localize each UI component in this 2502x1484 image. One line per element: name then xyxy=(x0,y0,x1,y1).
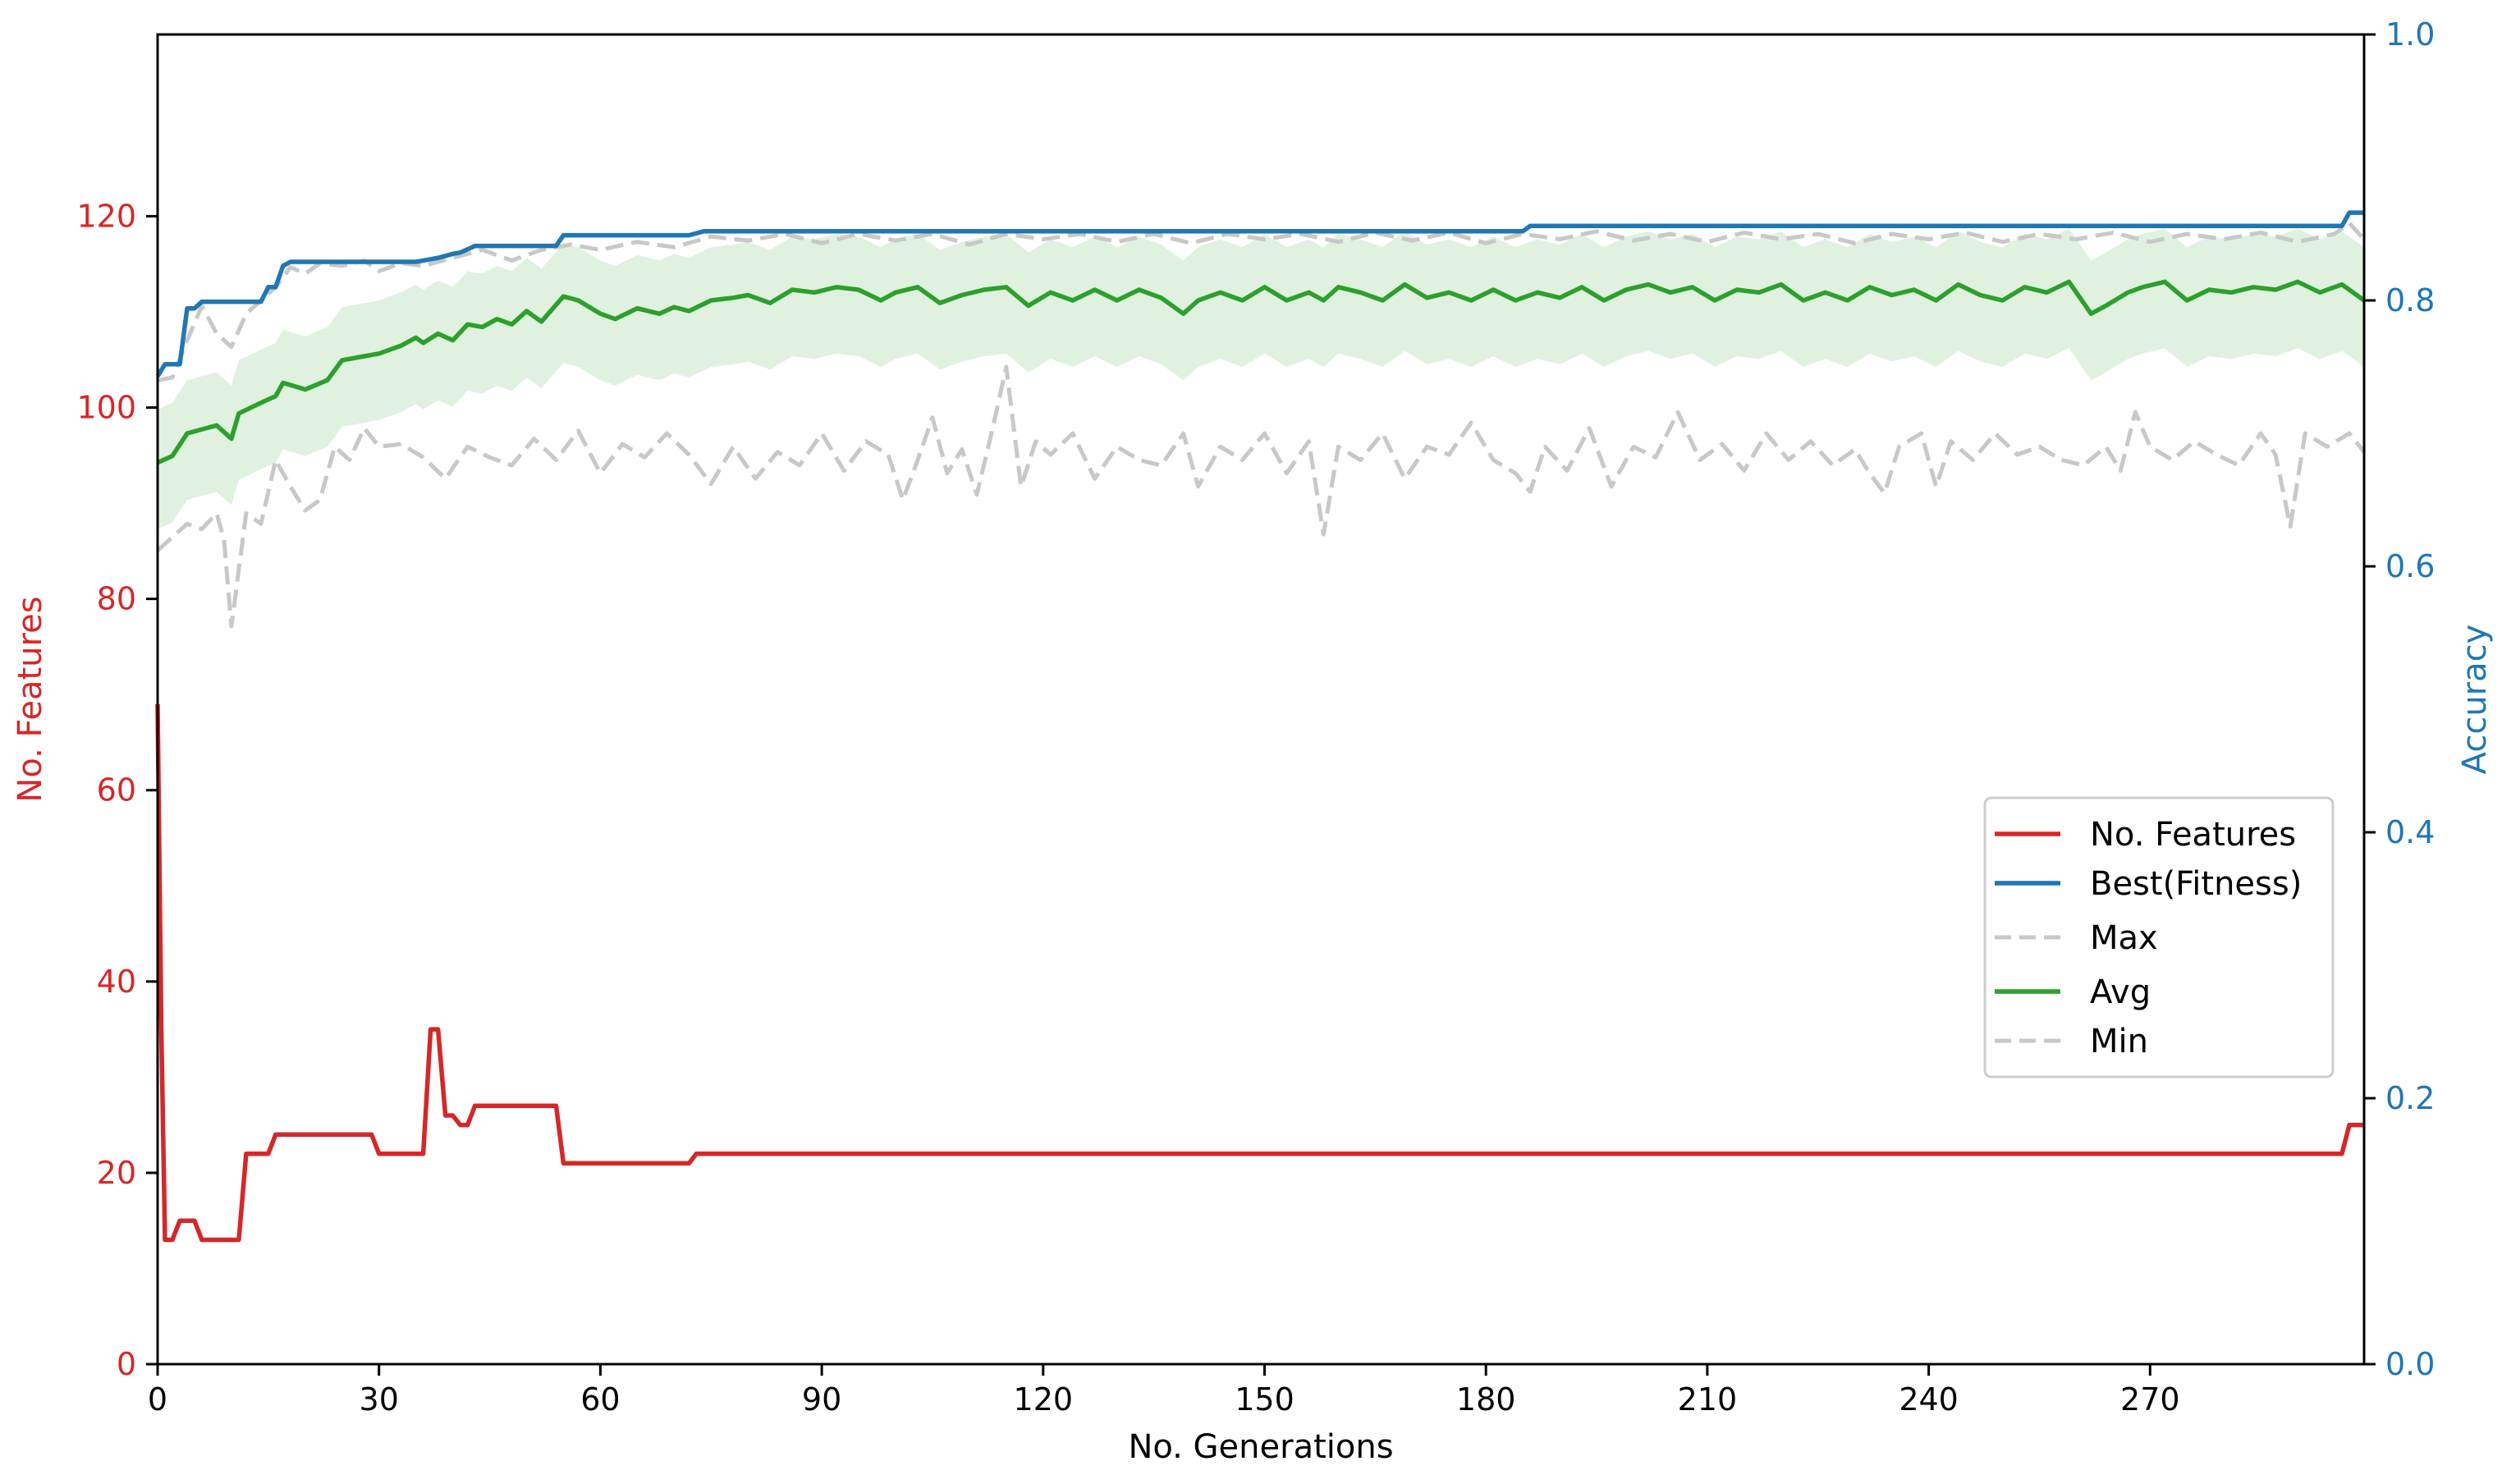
y-left-tick-label: 0 xyxy=(117,1346,136,1382)
x-tick-label: 30 xyxy=(360,1381,399,1418)
x-tick-label: 270 xyxy=(2120,1381,2180,1418)
x-tick-label: 120 xyxy=(1014,1381,1074,1418)
axes: 0 30 60 90 120 150 180 210 240 270 0 20 40 60 80 100 120… xyxy=(76,16,2435,1418)
y-left-tick-label: 120 xyxy=(76,198,136,234)
plot-frame xyxy=(156,33,2366,1366)
y-right-tick-label: 1.0 xyxy=(2385,16,2435,53)
x-tick-label: 0 xyxy=(148,1381,167,1418)
x-tick-label: 180 xyxy=(1456,1381,1516,1418)
x-tick-label: 240 xyxy=(1899,1381,1959,1418)
legend-label: Min xyxy=(2090,1023,2148,1060)
series-line-no-features xyxy=(155,703,2364,1243)
y-right-tick-label: 0.0 xyxy=(2385,1346,2435,1382)
x-axis-label: No. Generations xyxy=(1128,1428,1393,1466)
series-line-min xyxy=(156,364,2366,629)
y-axis-left-label: No. Features xyxy=(11,596,49,802)
legend-label: Best(Fitness) xyxy=(2090,865,2302,903)
legend-label: No. Features xyxy=(2090,816,2296,854)
y-right-tick-label: 0.8 xyxy=(2385,282,2435,318)
x-tick-label: 210 xyxy=(1678,1381,1738,1418)
avg-band-area xyxy=(158,228,2364,529)
x-tick-label: 60 xyxy=(580,1381,620,1418)
legend: No. Features Best(Fitness) Max Avg Min xyxy=(1983,796,2335,1079)
legend-label: Max xyxy=(2090,919,2158,957)
series-layer xyxy=(155,210,2366,1243)
y-right-tick-label: 0.4 xyxy=(2385,814,2435,850)
y-right-tick-label: 0.2 xyxy=(2385,1080,2435,1116)
y-left-tick-label: 20 xyxy=(97,1155,136,1191)
y-left-tick-label: 100 xyxy=(76,390,136,426)
series-line-avg xyxy=(156,279,2366,465)
y-left-tick-label: 80 xyxy=(97,581,136,617)
y-left-tick-label: 60 xyxy=(97,772,136,808)
y-left-tick-label: 40 xyxy=(97,964,136,1000)
x-tick-label: 150 xyxy=(1235,1381,1295,1418)
legend-box xyxy=(1983,796,2335,1079)
legend-label: Avg xyxy=(2090,973,2151,1011)
x-tick-label: 90 xyxy=(802,1381,841,1418)
y-axis-right-label: Accuracy xyxy=(2456,625,2494,775)
avg-range-band xyxy=(158,228,2364,529)
series-line-best-fitness xyxy=(155,210,2364,378)
series-line-max xyxy=(157,221,2366,382)
y-right-tick-label: 0.6 xyxy=(2385,548,2435,584)
